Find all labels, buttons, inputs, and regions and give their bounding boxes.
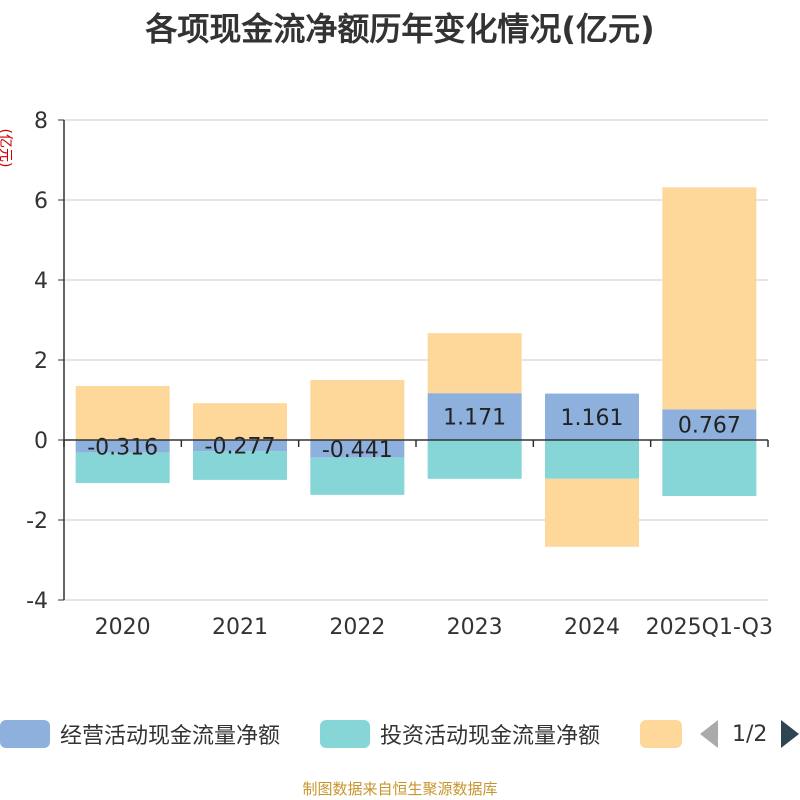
bar-operating-2025q1-q3[interactable] bbox=[662, 409, 757, 440]
data-label-operating-2024: 1.161 bbox=[561, 406, 624, 431]
bar-investing-2020[interactable] bbox=[75, 452, 170, 484]
x-tick-label: 2020 bbox=[95, 615, 151, 640]
bar-financing-2024[interactable] bbox=[545, 478, 639, 547]
legend-swatch-financing bbox=[640, 720, 682, 748]
bar-investing-2022[interactable] bbox=[310, 457, 405, 495]
data-label-operating-2025q1-q3: 0.767 bbox=[678, 414, 741, 439]
legend: 经营活动现金流量净额 投资活动现金流量净额 1/2 bbox=[0, 712, 800, 756]
data-source-note: 制图数据来自恒生聚源数据库 bbox=[302, 780, 498, 798]
bar-investing-2023[interactable] bbox=[427, 440, 522, 479]
bar-financing-2020[interactable] bbox=[75, 386, 170, 440]
data-label-operating-2021: -0.277 bbox=[205, 435, 276, 460]
legend-item-investing[interactable]: 投资活动现金流量净额 bbox=[320, 720, 601, 749]
legend-swatch-investing bbox=[320, 720, 370, 748]
legend-prev-page-icon[interactable] bbox=[700, 720, 718, 748]
bar-operating-2023[interactable] bbox=[427, 393, 522, 440]
bar-financing-2023[interactable] bbox=[427, 333, 522, 394]
legend-item-financing[interactable] bbox=[640, 720, 692, 748]
legend-page-indicator: 1/2 bbox=[732, 721, 768, 747]
bar-operating-2020[interactable] bbox=[75, 440, 170, 453]
bar-investing-2025q1-q3[interactable] bbox=[662, 440, 757, 496]
x-tick-label: 2022 bbox=[329, 615, 385, 640]
bar-financing-2025q1-q3[interactable] bbox=[662, 187, 757, 410]
y-tick-label: 4 bbox=[34, 269, 48, 294]
legend-label-operating: 经营活动现金流量净额 bbox=[60, 724, 281, 749]
x-tick-label: 2021 bbox=[212, 615, 268, 640]
y-tick-label: -4 bbox=[26, 589, 48, 614]
y-tick-label: 0 bbox=[34, 429, 48, 454]
stacked-bar-chart: -4 -2 0 2 4 6 8 -0.316 2020 -0.277 2021 -0.441 2022 1… bbox=[26, 109, 773, 640]
legend-label-investing: 投资活动现金流量净额 bbox=[380, 724, 601, 749]
bar-operating-2021[interactable] bbox=[193, 440, 287, 452]
bar-investing-2021[interactable] bbox=[193, 451, 287, 480]
x-tick-label: 2025Q1-Q3 bbox=[646, 615, 773, 640]
bar-operating-2024[interactable] bbox=[545, 393, 639, 440]
bar-financing-2021[interactable] bbox=[193, 403, 287, 440]
y-tick-label: 2 bbox=[34, 349, 48, 374]
y-tick-label: 8 bbox=[34, 109, 48, 134]
data-label-operating-2023: 1.171 bbox=[443, 406, 506, 431]
legend-next-page-icon[interactable] bbox=[781, 720, 800, 748]
y-tick-label: -2 bbox=[26, 509, 48, 534]
bar-financing-2022[interactable] bbox=[310, 380, 405, 440]
legend-pager: 1/2 bbox=[700, 718, 800, 750]
x-tick-label: 2023 bbox=[447, 615, 503, 640]
legend-item-operating[interactable]: 经营活动现金流量净额 bbox=[0, 720, 281, 749]
legend-swatch-operating bbox=[0, 720, 50, 748]
y-tick-label: 6 bbox=[34, 189, 48, 214]
data-label-operating-2022: -0.441 bbox=[322, 438, 393, 463]
bar-operating-2022[interactable] bbox=[310, 440, 405, 458]
chart-title: 各项现金流净额历年变化情况(亿元) bbox=[145, 10, 655, 48]
data-label-operating-2020: -0.316 bbox=[87, 435, 158, 460]
x-tick-label: 2024 bbox=[564, 615, 620, 640]
bar-investing-2024[interactable] bbox=[545, 440, 639, 479]
